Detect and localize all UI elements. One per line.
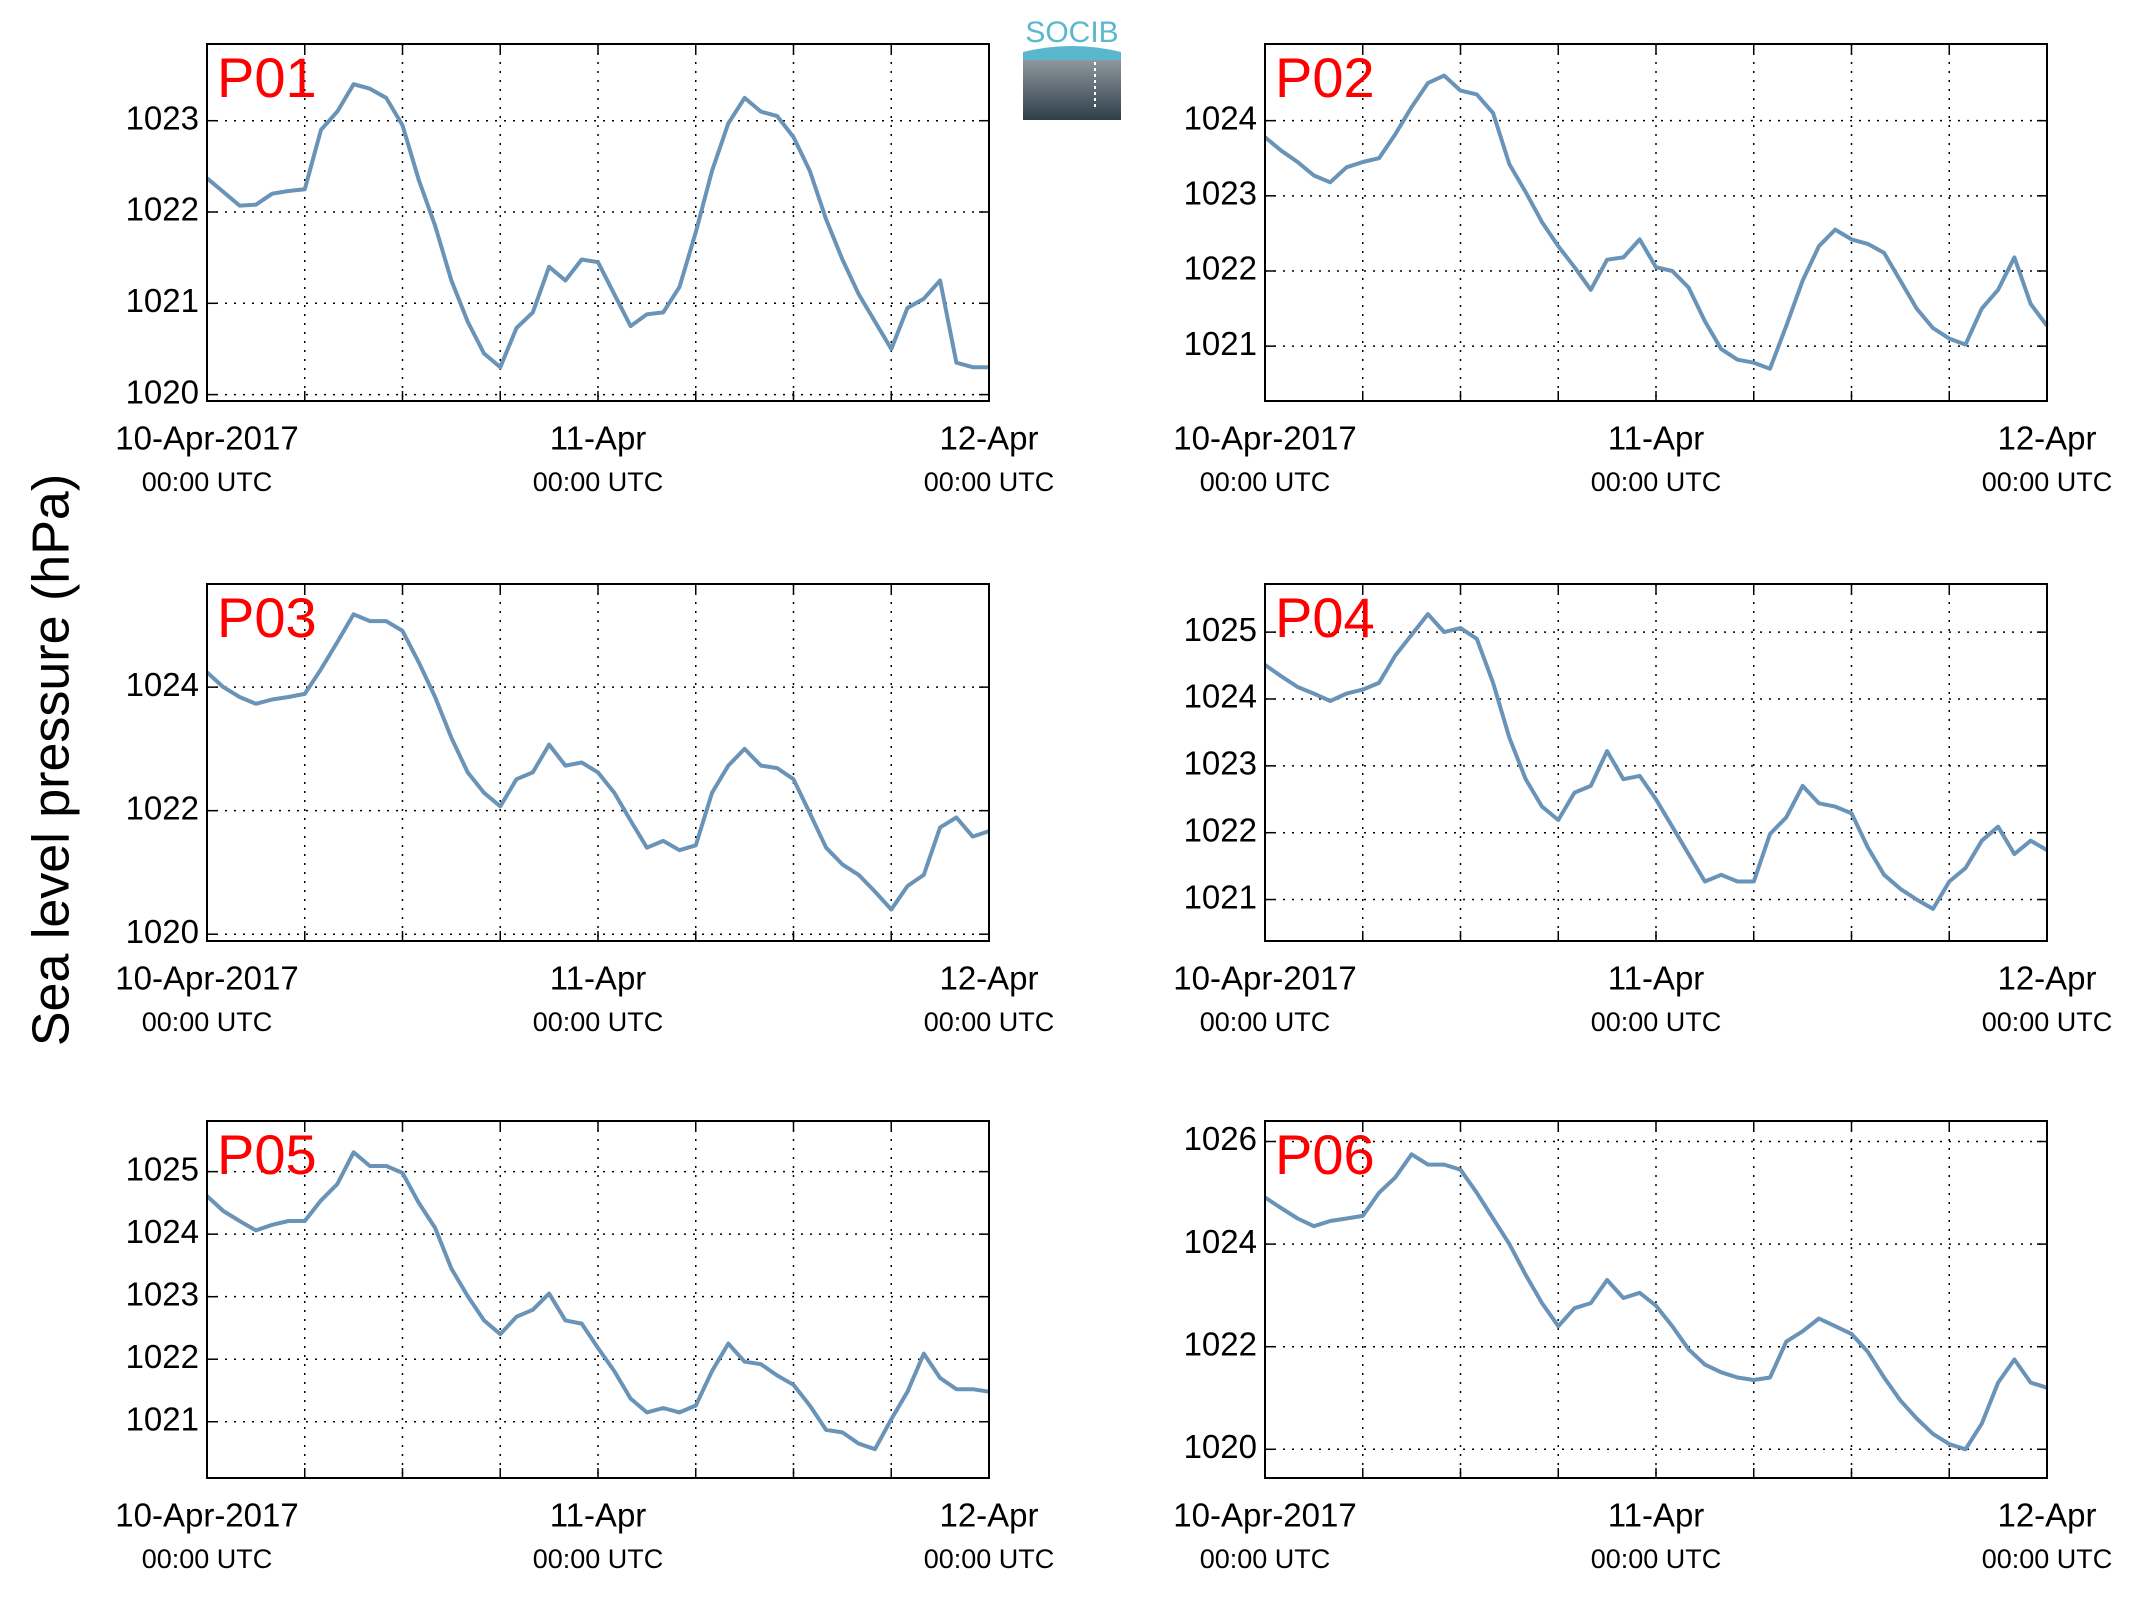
x-tick-sublabel: 00:00 UTC bbox=[1200, 1544, 1331, 1574]
y-tick-label: 1025 bbox=[1184, 611, 1257, 648]
x-tick-sublabel: 00:00 UTC bbox=[142, 467, 273, 497]
x-tick-sublabel: 00:00 UTC bbox=[1591, 467, 1722, 497]
y-tick-label: 1024 bbox=[1184, 1223, 1257, 1260]
x-tick-sublabel: 00:00 UTC bbox=[1200, 467, 1331, 497]
x-tick-sublabel: 00:00 UTC bbox=[1982, 1007, 2113, 1037]
x-tick-sublabel: 00:00 UTC bbox=[1982, 467, 2113, 497]
x-tick-label: 12-Apr bbox=[1997, 1497, 2096, 1534]
x-tick-label: 10-Apr-2017 bbox=[1173, 1497, 1356, 1534]
x-tick-sublabel: 00:00 UTC bbox=[533, 1007, 664, 1037]
pressure-line bbox=[1263, 1152, 2048, 1452]
panel-title: P02 bbox=[1275, 46, 1375, 109]
x-tick-label: 10-Apr-2017 bbox=[1173, 420, 1356, 457]
plot-frame bbox=[206, 583, 990, 942]
x-tick-sublabel: 00:00 UTC bbox=[1591, 1007, 1722, 1037]
panel-title: P06 bbox=[1275, 1123, 1375, 1186]
plot-frame bbox=[1264, 43, 2048, 402]
x-tick-sublabel: 00:00 UTC bbox=[1591, 1544, 1722, 1574]
x-tick-label: 10-Apr-2017 bbox=[115, 960, 298, 997]
x-tick-sublabel: 00:00 UTC bbox=[924, 1007, 1055, 1037]
y-tick-label: 1022 bbox=[126, 1338, 199, 1375]
y-axis-label: Sea level pressure (hPa) bbox=[23, 474, 81, 1046]
y-tick-label: 1022 bbox=[1184, 1325, 1257, 1362]
x-tick-label: 10-Apr-2017 bbox=[115, 420, 298, 457]
y-tick-label: 1021 bbox=[126, 282, 199, 319]
y-tick-label: 1024 bbox=[126, 1213, 199, 1250]
y-tick-label: 1024 bbox=[1184, 99, 1257, 136]
y-tick-label: 1025 bbox=[126, 1150, 199, 1187]
y-tick-label: 1024 bbox=[1184, 678, 1257, 715]
pressure-line bbox=[1263, 73, 2049, 371]
x-tick-sublabel: 00:00 UTC bbox=[1200, 1007, 1331, 1037]
y-tick-label: 1022 bbox=[126, 789, 199, 826]
logo: SOCIB bbox=[1023, 16, 1121, 120]
x-tick-sublabel: 00:00 UTC bbox=[1982, 1544, 2113, 1574]
y-tick-label: 1021 bbox=[1184, 878, 1257, 915]
y-tick-label: 1023 bbox=[1184, 175, 1257, 212]
x-tick-sublabel: 00:00 UTC bbox=[924, 467, 1055, 497]
y-tick-label: 1021 bbox=[126, 1400, 199, 1437]
x-tick-label: 12-Apr bbox=[1997, 960, 2096, 997]
pressure-line bbox=[205, 1150, 990, 1452]
logo-wave bbox=[1023, 46, 1121, 60]
logo-box bbox=[1023, 52, 1121, 120]
x-tick-label: 10-Apr-2017 bbox=[115, 1497, 298, 1534]
pressure-line bbox=[205, 82, 989, 370]
y-tick-label: 1022 bbox=[1184, 811, 1257, 848]
x-tick-label: 12-Apr bbox=[939, 960, 1038, 997]
y-tick-label: 1020 bbox=[1184, 1428, 1257, 1465]
panel-title: P04 bbox=[1275, 586, 1375, 649]
y-tick-label: 1022 bbox=[126, 191, 199, 228]
x-tick-label: 11-Apr bbox=[550, 420, 647, 457]
y-tick-label: 1021 bbox=[1184, 325, 1257, 362]
x-tick-sublabel: 00:00 UTC bbox=[533, 1544, 664, 1574]
y-tick-label: 1020 bbox=[126, 373, 199, 410]
y-tick-label: 1026 bbox=[1184, 1120, 1257, 1157]
y-tick-label: 1023 bbox=[126, 99, 199, 136]
plot-frame bbox=[1264, 1120, 2048, 1479]
pressure-line bbox=[1263, 612, 2048, 911]
x-tick-label: 12-Apr bbox=[939, 420, 1038, 457]
y-tick-label: 1023 bbox=[126, 1275, 199, 1312]
x-tick-sublabel: 00:00 UTC bbox=[533, 467, 664, 497]
y-tick-label: 1023 bbox=[1184, 745, 1257, 782]
x-tick-label: 12-Apr bbox=[1997, 420, 2096, 457]
x-tick-label: 11-Apr bbox=[550, 1497, 647, 1534]
logo-text: SOCIB bbox=[1025, 16, 1118, 49]
y-tick-label: 1024 bbox=[126, 666, 199, 703]
plot-frame bbox=[1264, 583, 2048, 942]
y-tick-label: 1022 bbox=[1184, 250, 1257, 287]
x-tick-sublabel: 00:00 UTC bbox=[142, 1544, 273, 1574]
x-tick-label: 11-Apr bbox=[1608, 960, 1705, 997]
x-tick-sublabel: 00:00 UTC bbox=[142, 1007, 273, 1037]
pressure-line bbox=[205, 612, 990, 912]
x-tick-label: 11-Apr bbox=[1608, 420, 1705, 457]
plot-frame bbox=[206, 1120, 990, 1479]
x-tick-sublabel: 00:00 UTC bbox=[924, 1544, 1055, 1574]
x-tick-label: 12-Apr bbox=[939, 1497, 1038, 1534]
x-tick-label: 11-Apr bbox=[1608, 1497, 1705, 1534]
x-tick-label: 10-Apr-2017 bbox=[1173, 960, 1356, 997]
panel-title: P01 bbox=[217, 46, 317, 109]
x-tick-label: 11-Apr bbox=[550, 960, 647, 997]
panel-title: P05 bbox=[217, 1123, 317, 1186]
panel-title: P03 bbox=[217, 586, 317, 649]
y-tick-label: 1020 bbox=[126, 913, 199, 950]
plot-frame bbox=[206, 43, 990, 402]
